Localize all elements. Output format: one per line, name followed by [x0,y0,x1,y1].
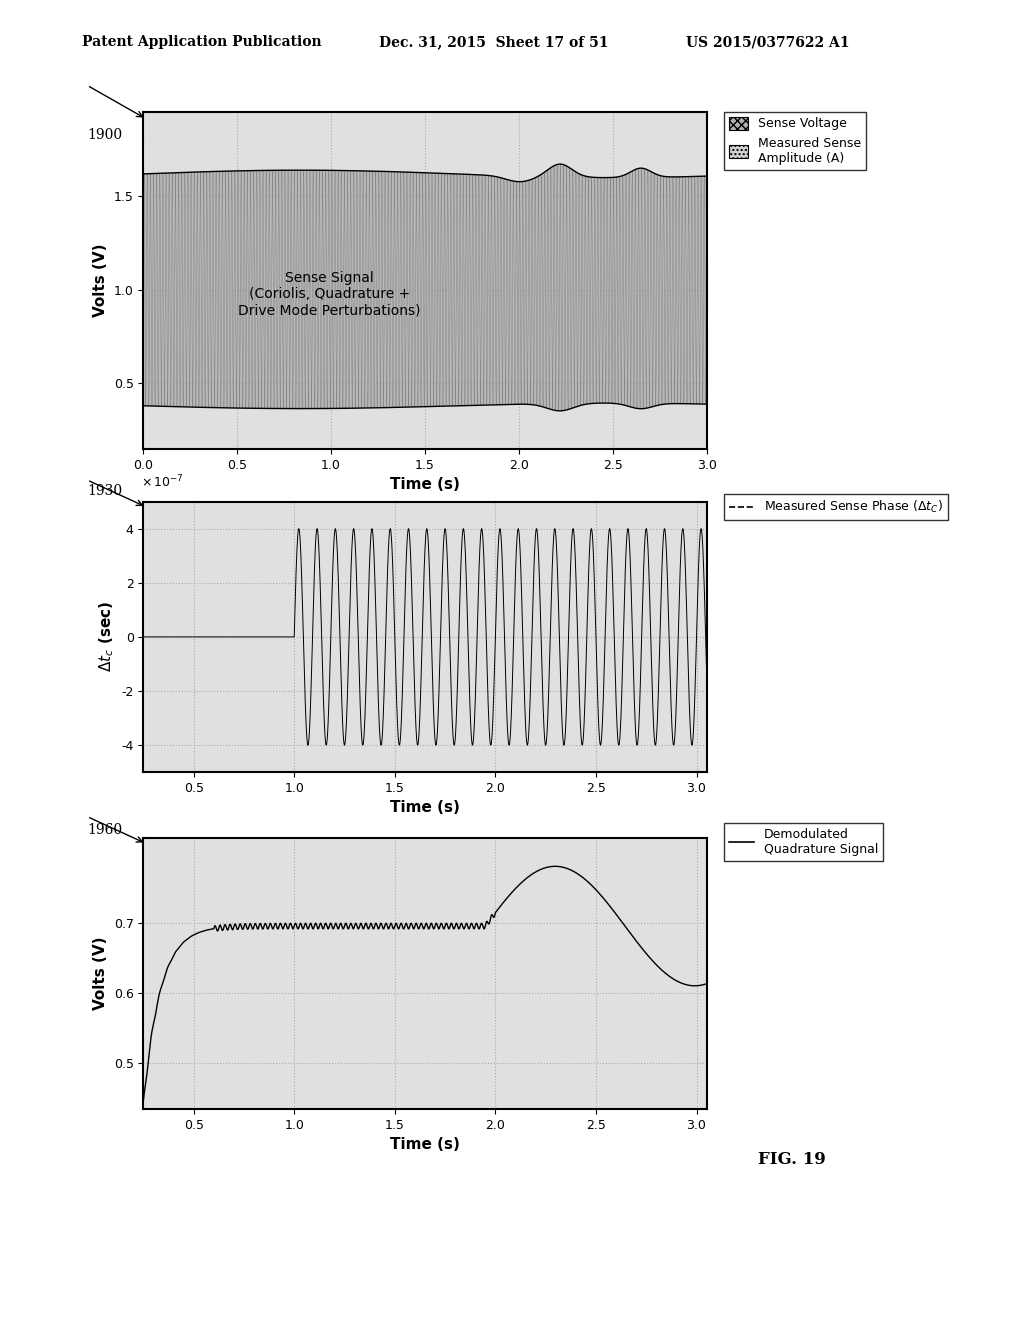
Legend: Sense Voltage, Measured Sense
Amplitude (A): Sense Voltage, Measured Sense Amplitude … [724,112,866,169]
Text: 1930: 1930 [87,484,122,498]
Legend: Measured Sense Phase ($\Delta t_C$): Measured Sense Phase ($\Delta t_C$) [724,494,948,520]
Text: Sense Signal
(Coriolis, Quadrature +
Drive Mode Perturbations): Sense Signal (Coriolis, Quadrature + Dri… [238,271,421,317]
X-axis label: Time (s): Time (s) [390,800,460,816]
Y-axis label: Volts (V): Volts (V) [93,937,109,1010]
X-axis label: Time (s): Time (s) [390,477,460,492]
Text: US 2015/0377622 A1: US 2015/0377622 A1 [686,36,850,49]
Y-axis label: Volts (V): Volts (V) [93,244,109,317]
Y-axis label: $\Delta t_c$ (sec): $\Delta t_c$ (sec) [97,602,116,672]
Text: $\times\,10^{-7}$: $\times\,10^{-7}$ [140,474,183,491]
Text: FIG. 19: FIG. 19 [758,1151,825,1168]
Text: Patent Application Publication: Patent Application Publication [82,36,322,49]
Text: 1960: 1960 [87,824,122,837]
Legend: Demodulated
Quadrature Signal: Demodulated Quadrature Signal [724,822,884,861]
X-axis label: Time (s): Time (s) [390,1137,460,1152]
Text: Dec. 31, 2015  Sheet 17 of 51: Dec. 31, 2015 Sheet 17 of 51 [379,36,608,49]
Text: 1900: 1900 [87,128,122,141]
